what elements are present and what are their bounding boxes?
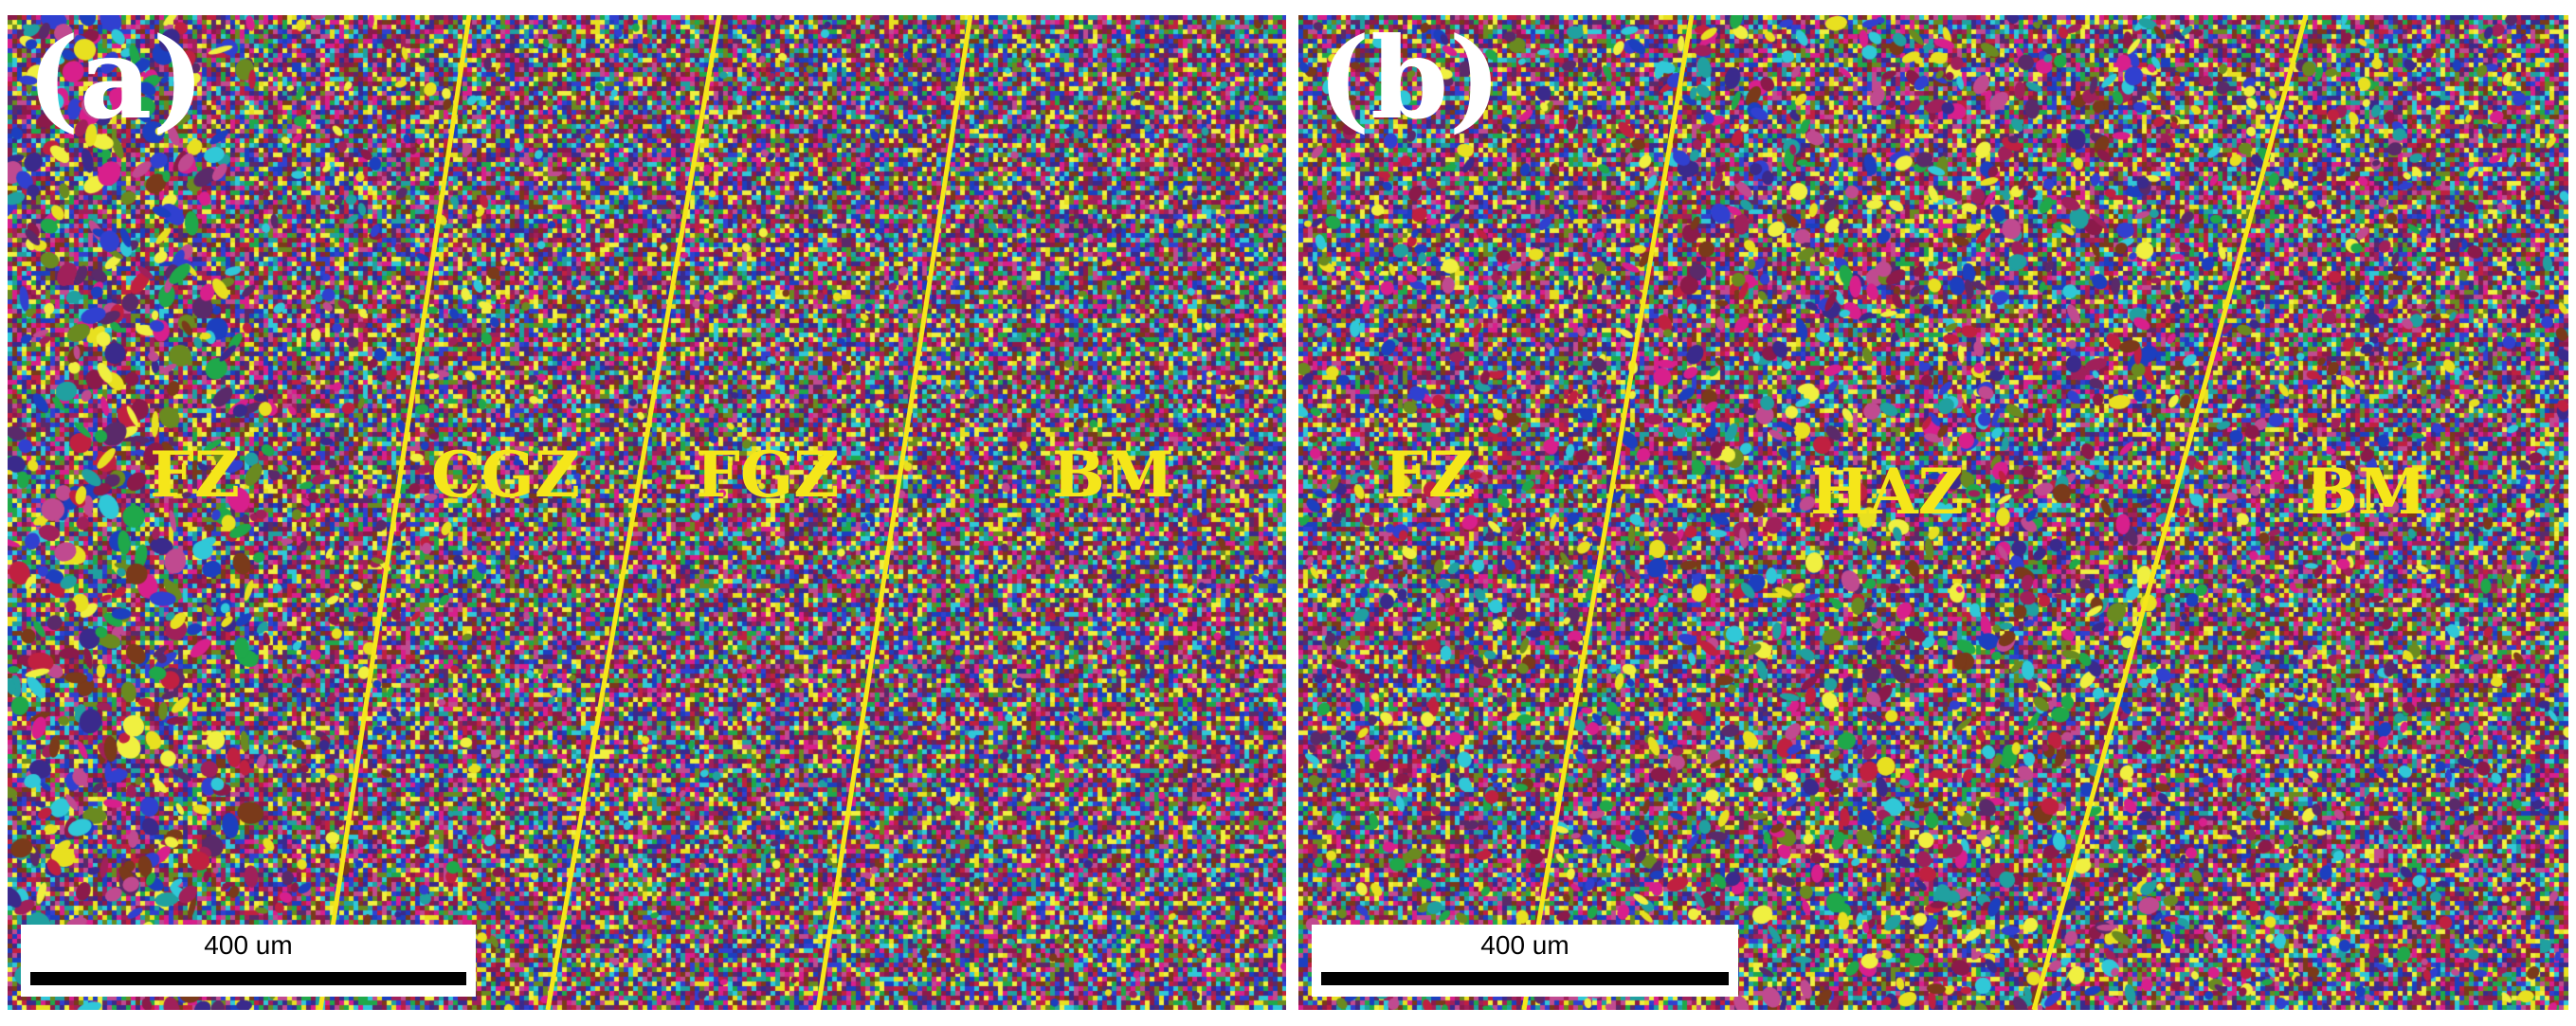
boundary-line (815, 15, 973, 1010)
boundary-line (545, 15, 722, 1010)
zone-label-bm: BM (1052, 438, 1174, 512)
zone-boundaries (317, 15, 973, 1010)
grain-orientation-map (8, 15, 1286, 1010)
scale-bar-text: 400 um (1480, 930, 1569, 960)
zone-label-fz: FZ (150, 438, 241, 512)
scale-bar: 400 um (1312, 925, 1738, 997)
grain-orientation-map (1298, 15, 2568, 1010)
scale-bar-line (30, 972, 466, 985)
zone-boundaries (1521, 15, 2309, 1010)
scale-bar-text: 400 um (204, 930, 293, 960)
panel-label: (a) (27, 15, 206, 144)
zone-label-bm: BM (2305, 455, 2427, 529)
zone-label-cgz: CGZ (431, 438, 581, 512)
zone-label-haz: HAZ (1810, 455, 1964, 529)
ebsd-map-panel-b: (b) FZ HAZ BM 400 um (1298, 15, 2568, 1010)
boundary-line (1521, 15, 1695, 1010)
boundary-line (2031, 15, 2309, 1010)
zone-label-fz: FZ (1384, 438, 1475, 512)
panel-label: (b) (1317, 15, 1502, 144)
boundary-line (317, 15, 472, 1010)
ebsd-map-panel-a: (a) FZ CGZ FGZ BM 400 um (8, 15, 1286, 1010)
scale-bar-line (1321, 972, 1729, 985)
zone-label-fgz: FGZ (696, 438, 840, 512)
scale-bar: 400 um (21, 925, 476, 997)
